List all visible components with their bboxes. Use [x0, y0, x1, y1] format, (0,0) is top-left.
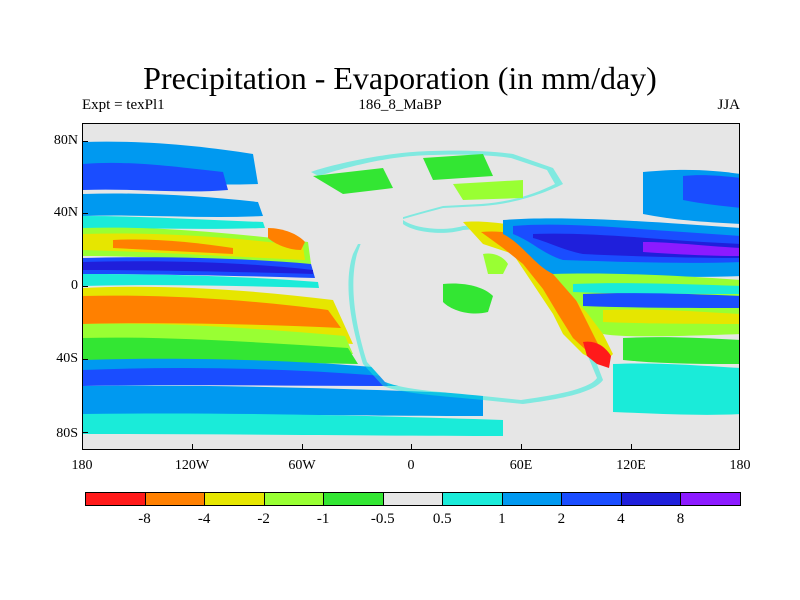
experiment-label: Expt = texPl1	[82, 97, 165, 113]
colorbar-label: 0.5	[432, 511, 452, 527]
y-tick	[82, 432, 88, 433]
lat-label-0: 0	[71, 278, 78, 293]
colorbar-box	[263, 492, 325, 506]
x-tick	[302, 444, 303, 450]
lon-label-120w: 120W	[174, 458, 210, 473]
lat-label-40s: 40S	[56, 351, 78, 366]
period-label: 186_8_MaBP	[358, 97, 442, 113]
colorbar-box	[561, 492, 622, 506]
y-tick	[82, 359, 88, 360]
colorbar-label: 1	[498, 511, 506, 527]
season-label: JJA	[717, 97, 740, 113]
colorbar-box	[501, 492, 563, 506]
y-tick	[82, 141, 88, 142]
colorbar-box	[144, 492, 206, 506]
lon-label-120e: 120E	[616, 458, 646, 473]
colorbar-label: 8	[676, 511, 685, 527]
lon-label-60e: 60E	[509, 458, 533, 473]
colorbar-label: -1	[316, 511, 330, 527]
lon-label-60w: 60W	[288, 458, 316, 473]
x-tick	[521, 444, 522, 450]
colorbar-box	[442, 492, 503, 506]
x-tick	[411, 444, 412, 450]
colorbar-box	[85, 492, 146, 506]
lon-label-0: 0	[407, 458, 415, 473]
colorbar	[85, 492, 741, 506]
lat-label-80n: 80N	[53, 133, 78, 148]
precip-evap-field	[83, 124, 739, 449]
y-tick	[82, 286, 88, 287]
lon-label-180w: 180	[71, 458, 93, 473]
plot-title: Precipitation - Evaporation (in mm/day)	[143, 60, 657, 96]
x-tick	[631, 444, 632, 450]
colorbar-label: -0.5	[370, 511, 395, 527]
colorbar-label: 2	[557, 511, 566, 527]
colorbar-box	[323, 492, 384, 506]
colorbar-label: -4	[197, 511, 211, 527]
lon-label-180e: 180	[729, 458, 751, 473]
colorbar-box	[680, 492, 741, 506]
y-tick	[82, 213, 88, 214]
colorbar-box	[620, 492, 682, 506]
colorbar-box	[382, 492, 444, 506]
lat-label-40n: 40N	[53, 205, 78, 220]
colorbar-label: -2	[257, 511, 270, 527]
colorbar-label: -8	[138, 511, 151, 527]
x-tick	[192, 444, 193, 450]
map-panel	[82, 123, 740, 450]
lat-label-80s: 80S	[56, 426, 78, 441]
colorbar-box	[204, 492, 265, 506]
colorbar-label: 4	[617, 511, 625, 527]
